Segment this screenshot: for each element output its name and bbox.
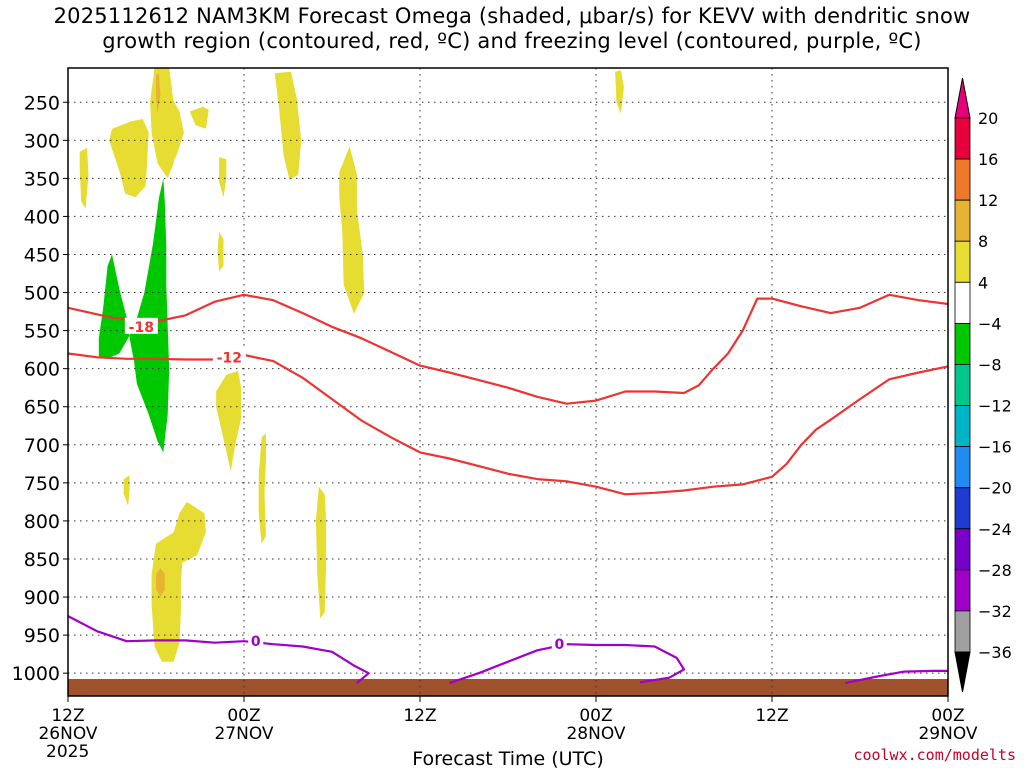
grid-layer [68,68,948,696]
omega-region-14 [151,501,206,662]
plot-frame [67,67,949,697]
ytick-label-600: 600 [24,359,60,381]
omega-region-9 [615,70,624,114]
colorbar-swatch-9 [954,487,971,530]
omega-shading-layer [68,68,948,696]
colorbar-label-11: −28 [978,561,1012,580]
xtick-label-0-2: 2025 [46,742,89,762]
xtick-label-0-1: 26NOV [38,724,97,744]
ytick-label-650: 650 [24,397,60,419]
xtick-label-24-0: 12Z [403,706,436,726]
terrain-ground [68,679,948,696]
plot-background [68,68,948,696]
colorbar-swatch-2 [954,199,971,242]
colorbar-label-8: −16 [978,438,1012,457]
xtick-label-60-0: 00Z [931,706,964,726]
colorbar-label-1: 16 [978,150,998,169]
title-line-2: growth region (contoured, red, ºC) and f… [102,29,922,53]
contour-label-bg-0 [124,317,158,334]
colorbar-label-10: −24 [978,520,1012,539]
colorbar-top-arrow [954,77,971,119]
ytick-label-350: 350 [24,168,60,190]
colorbar-label-5: −4 [978,314,1002,333]
xtick-label-36-0: 00Z [579,706,612,726]
colorbar-bottom-arrow [954,651,971,693]
axes-layer: 250 300 350 400 450 500 550 600 650 700 750 800 850 9… [12,67,978,768]
ytick-label-450: 450 [24,244,60,266]
colorbar-swatch-12 [954,610,971,653]
contour-label-0: -18 [129,320,154,336]
omega-region-5 [219,157,227,198]
contour-line-0 [67,293,949,405]
ytick-label-400: 400 [24,206,60,228]
colorbar-label-0: 20 [978,109,998,128]
colorbar-label-13: −36 [978,643,1012,662]
contour-line-4 [845,669,948,685]
xtick-label-60-1: 29NOV [918,724,977,744]
colorbar-label-9: −20 [978,479,1012,498]
omega-region-2 [156,90,184,171]
ytick-label-700: 700 [24,435,60,457]
colorbar-swatch-1 [954,158,971,201]
omega-region-6 [217,231,224,272]
colorbar-swatch-3 [954,240,971,283]
omega-region-7 [274,71,302,180]
xtick-label-36-1: 28NOV [566,724,625,744]
colorbar-swatch-6 [954,364,971,406]
colorbar-swatch-7 [954,405,971,448]
omega-region-10 [216,371,242,472]
colorbar-swatch-5 [954,322,971,365]
ytick-label-950: 950 [24,625,60,647]
colorbar-label-4: 4 [978,273,988,292]
x-axis-label: Forecast Time (UTC) [412,748,603,768]
site-credit: coolwx.com/modelts [853,746,1016,764]
terrain-layer [68,679,948,696]
omega-region-3 [189,106,209,129]
colorbar-label-7: −12 [978,397,1012,416]
colorbar: 20 16 12 8 4 −4 −8 −12 −16 −20 −24 −28 −32 −36 [954,77,1012,693]
contour-label-1: -12 [217,350,242,366]
xtick-label-0-0: 12Z [51,706,84,726]
ytick-label-750: 750 [24,473,60,495]
title-line-1: 2025112612 NAM3KM Forecast Omega (shaded… [53,4,971,28]
colorbar-swatch-4 [954,281,971,324]
omega-region-17 [98,178,170,453]
omega-region-12 [315,486,327,619]
chart-title: 2025112612 NAM3KM Forecast Omega (shaded… [0,4,1024,54]
ytick-label-500: 500 [24,283,60,305]
ytick-label-850: 850 [24,549,60,571]
omega-region-8 [339,146,365,314]
contour-layer: -18 -12 0 0 [67,293,949,685]
contour-label-bg-1 [212,348,246,365]
colorbar-label-3: 8 [978,232,988,251]
colorbar-label-6: −8 [978,355,1002,374]
colorbar-swatch-11 [954,569,971,612]
colorbar-swatch-8 [954,446,971,489]
ytick-label-250: 250 [24,92,60,114]
colorbar-swatch-0 [954,117,971,160]
contour-label-bg-2 [248,632,264,649]
omega-region-11 [258,433,266,544]
omega-region-1 [109,119,149,198]
omega-region-16 [156,73,161,114]
ytick-label-1000: 1000 [12,663,60,685]
ytick-label-550: 550 [24,321,60,343]
contour-label-bg-3 [551,635,567,652]
colorbar-swatch-10 [954,528,971,571]
contour-line-3 [448,643,686,685]
contour-label-3: 0 [554,637,564,653]
ytick-label-300: 300 [24,130,60,152]
omega-region-15 [156,568,165,597]
xtick-label-12-1: 27NOV [214,724,273,744]
ytick-label-800: 800 [24,511,60,533]
colorbar-label-12: −32 [978,602,1012,621]
omega-region-4 [79,147,89,209]
colorbar-label-2: 12 [978,191,998,210]
xtick-label-12-0: 00Z [227,706,260,726]
contour-label-2: 0 [251,634,261,650]
contour-line-2 [67,615,370,684]
ytick-label-900: 900 [24,587,60,609]
xtick-label-48-0: 12Z [755,706,788,726]
